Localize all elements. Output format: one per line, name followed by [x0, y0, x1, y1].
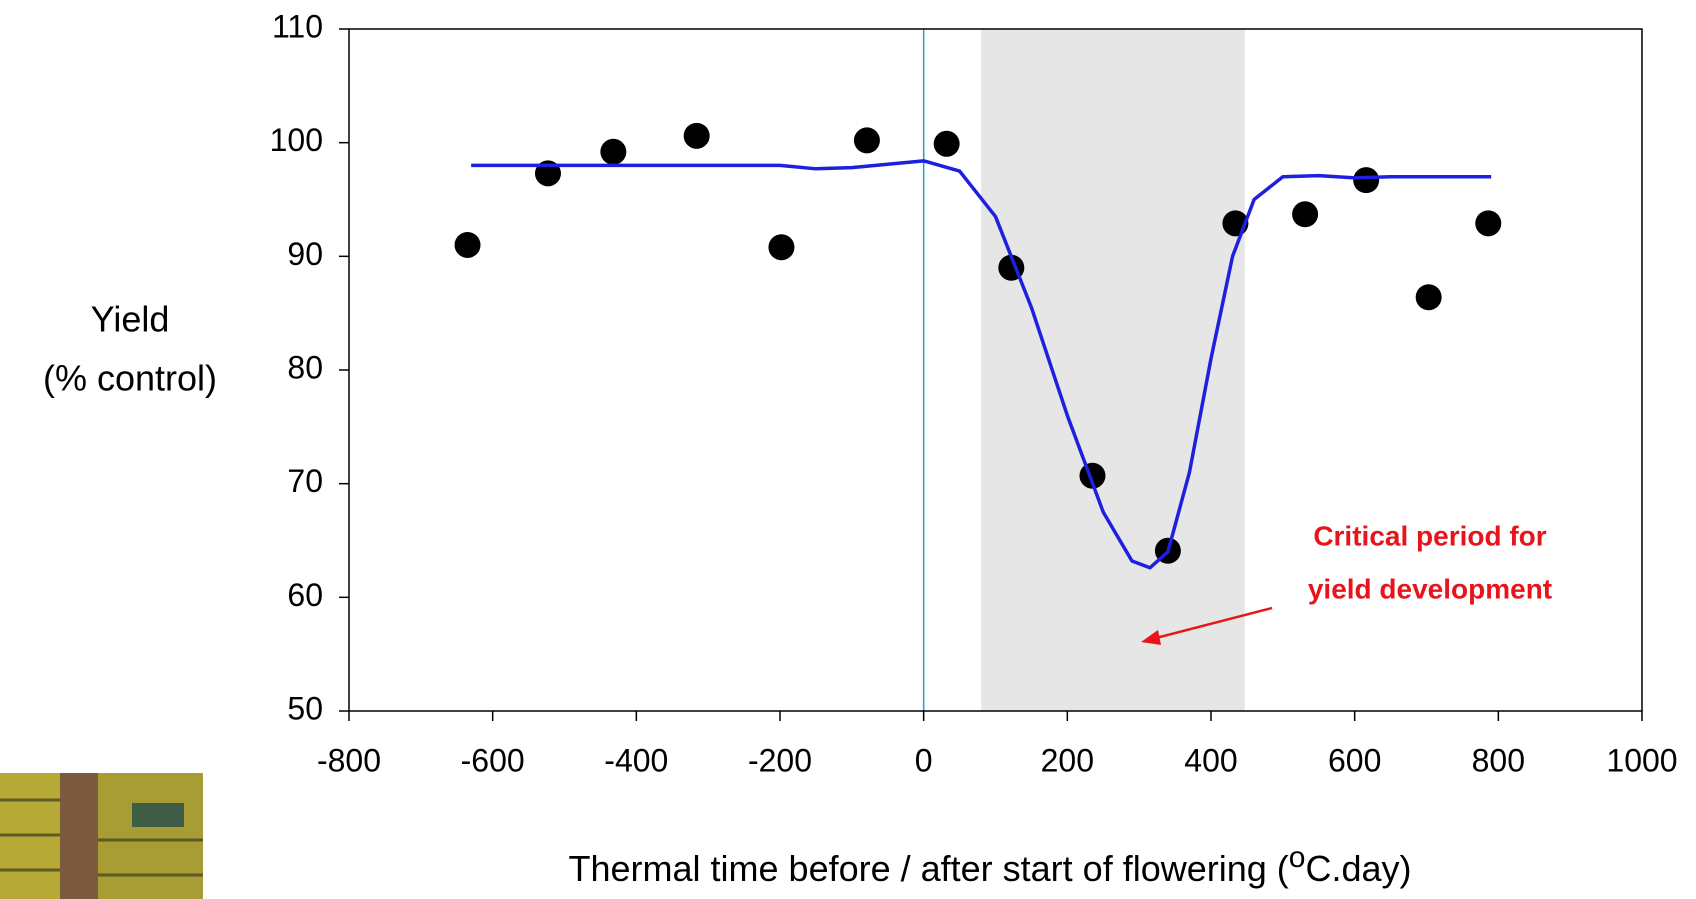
- x-tick-label: 800: [1472, 742, 1525, 778]
- x-tick-label: 400: [1184, 742, 1237, 778]
- data-point: [683, 122, 710, 149]
- x-axis-label-part: Thermal time before / after start of flo…: [569, 848, 1289, 889]
- y-tick-label: 90: [287, 236, 323, 272]
- y-tick-label: 100: [270, 122, 323, 158]
- x-axis-label-superscript: o: [1289, 841, 1306, 874]
- x-tick-label: -200: [748, 742, 812, 778]
- annotation-arrow: [1155, 606, 1273, 640]
- x-axis-label-part: C.day): [1305, 848, 1411, 889]
- x-tick-label: -400: [604, 742, 668, 778]
- y-tick-label: 60: [287, 577, 323, 613]
- shaded-region: [981, 29, 1245, 711]
- data-point: [853, 127, 880, 154]
- y-axis-label: Yield: [91, 299, 170, 340]
- y-tick-label: 80: [287, 349, 323, 385]
- x-tick-label: -600: [461, 742, 525, 778]
- y-axis-label: (% control): [43, 358, 217, 399]
- data-point: [1415, 284, 1442, 311]
- y-tick-label: 70: [287, 463, 323, 499]
- data-point: [1475, 210, 1502, 237]
- x-tick-label: -800: [317, 742, 381, 778]
- data-point: [768, 234, 795, 261]
- x-tick-label: 600: [1328, 742, 1381, 778]
- data-point: [1353, 167, 1380, 194]
- data-point: [1292, 201, 1319, 228]
- thumbnail-photo: [0, 773, 203, 899]
- annotation: Critical period for: [1313, 520, 1546, 551]
- annotation: yield development: [1308, 573, 1552, 604]
- y-tick-label: 110: [272, 8, 323, 44]
- data-point: [454, 231, 481, 258]
- x-tick-label: 1000: [1606, 742, 1677, 778]
- x-axis-label: Thermal time before / after start of flo…: [569, 841, 1412, 889]
- annotation-arrowhead: [1141, 630, 1161, 645]
- fitted-curve: [471, 159, 1492, 570]
- data-point: [600, 138, 627, 165]
- x-tick-label: 200: [1041, 742, 1094, 778]
- y-tick-label: 50: [287, 690, 323, 726]
- data-point: [933, 130, 960, 157]
- x-tick-label: 0: [915, 742, 933, 778]
